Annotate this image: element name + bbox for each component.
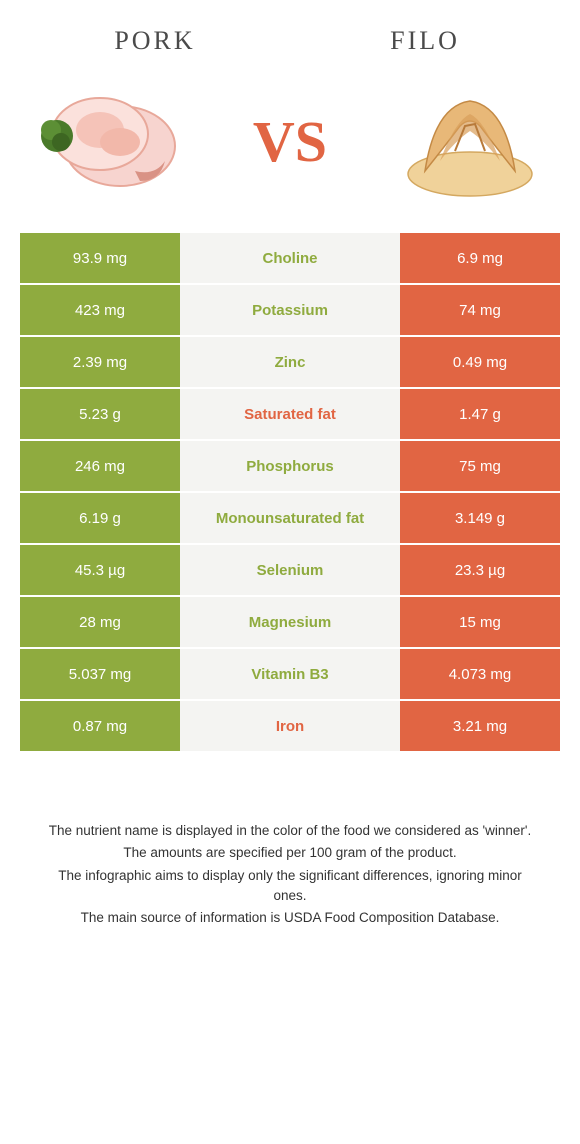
nutrient-row: 93.9 mgCholine6.9 mg: [20, 231, 560, 283]
nutrient-row: 5.23 gSaturated fat1.47 g: [20, 387, 560, 439]
value-right: 3.21 mg: [400, 701, 560, 751]
value-right: 15 mg: [400, 597, 560, 647]
value-right: 3.149 g: [400, 493, 560, 543]
value-left: 2.39 mg: [20, 337, 180, 387]
nutrient-table: 93.9 mgCholine6.9 mg423 mgPotassium74 mg…: [20, 231, 560, 751]
food-title-right: Filo: [317, 26, 533, 56]
nutrient-label: Magnesium: [180, 597, 400, 647]
nutrient-label: Monounsaturated fat: [180, 493, 400, 543]
value-left: 246 mg: [20, 441, 180, 491]
nutrient-label: Selenium: [180, 545, 400, 595]
value-right: 74 mg: [400, 285, 560, 335]
food-image-left: [25, 76, 195, 206]
nutrient-label: Iron: [180, 701, 400, 751]
nutrient-row: 6.19 gMonounsaturated fat3.149 g: [20, 491, 560, 543]
nutrient-label: Phosphorus: [180, 441, 400, 491]
food-title-left: Pork: [47, 26, 263, 56]
nutrient-label: Vitamin B3: [180, 649, 400, 699]
value-left: 45.3 µg: [20, 545, 180, 595]
food-image-right: [385, 76, 555, 206]
footer-line-3: The infographic aims to display only the…: [40, 866, 540, 907]
footer-line-1: The nutrient name is displayed in the co…: [40, 821, 540, 841]
vs-label: VS: [253, 108, 327, 175]
value-right: 75 mg: [400, 441, 560, 491]
nutrient-label: Saturated fat: [180, 389, 400, 439]
footer-line-4: The main source of information is USDA F…: [40, 908, 540, 928]
value-right: 0.49 mg: [400, 337, 560, 387]
nutrient-label: Potassium: [180, 285, 400, 335]
value-left: 5.037 mg: [20, 649, 180, 699]
value-left: 6.19 g: [20, 493, 180, 543]
nutrient-row: 246 mgPhosphorus75 mg: [20, 439, 560, 491]
images-row: VS: [0, 66, 580, 231]
value-right: 6.9 mg: [400, 233, 560, 283]
value-left: 423 mg: [20, 285, 180, 335]
nutrient-row: 2.39 mgZinc0.49 mg: [20, 335, 560, 387]
value-left: 5.23 g: [20, 389, 180, 439]
footer-notes: The nutrient name is displayed in the co…: [0, 751, 580, 928]
nutrient-row: 28 mgMagnesium15 mg: [20, 595, 560, 647]
nutrient-row: 0.87 mgIron3.21 mg: [20, 699, 560, 751]
value-left: 28 mg: [20, 597, 180, 647]
value-right: 4.073 mg: [400, 649, 560, 699]
value-left: 93.9 mg: [20, 233, 180, 283]
nutrient-row: 5.037 mgVitamin B34.073 mg: [20, 647, 560, 699]
value-left: 0.87 mg: [20, 701, 180, 751]
header-row: Pork Filo: [0, 0, 580, 66]
nutrient-label: Choline: [180, 233, 400, 283]
value-right: 1.47 g: [400, 389, 560, 439]
nutrient-row: 423 mgPotassium74 mg: [20, 283, 560, 335]
value-right: 23.3 µg: [400, 545, 560, 595]
nutrient-label: Zinc: [180, 337, 400, 387]
footer-line-2: The amounts are specified per 100 gram o…: [40, 843, 540, 863]
nutrient-row: 45.3 µgSelenium23.3 µg: [20, 543, 560, 595]
